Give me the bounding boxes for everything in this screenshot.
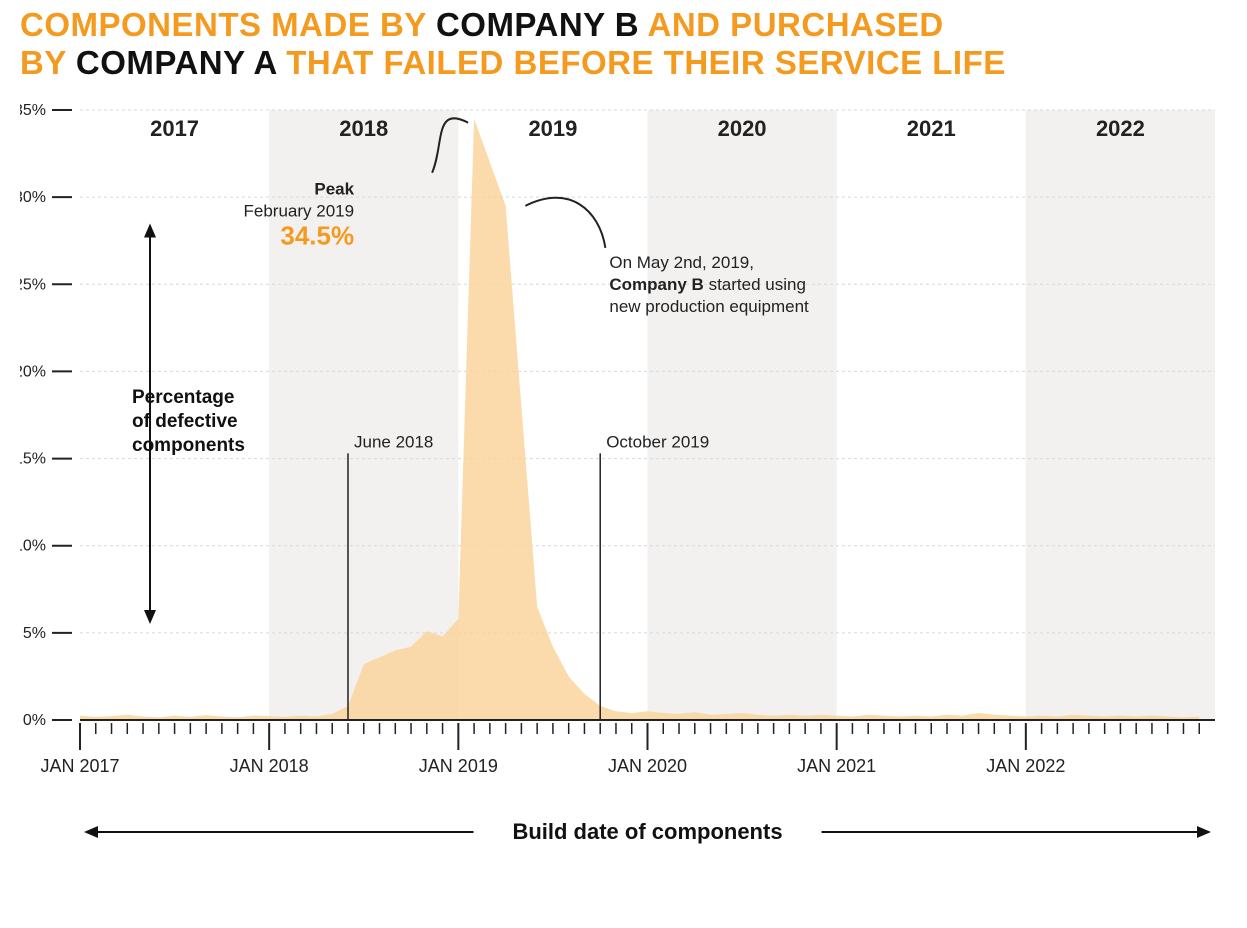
y-tick-label: 35% <box>20 102 46 119</box>
year-label: 2020 <box>718 116 767 141</box>
y-tick-label: 25% <box>20 276 46 293</box>
event-leader <box>525 198 605 248</box>
x-axis-title: Build date of components <box>512 819 782 844</box>
title-segment: COMPONENTS MADE BY <box>20 6 436 43</box>
arrow-down-icon <box>144 610 156 624</box>
y-tick-label: 0% <box>23 712 46 729</box>
x-major-label: JAN 2022 <box>986 756 1065 776</box>
event-annotation-line: new production equipment <box>609 297 809 316</box>
year-label: 2021 <box>907 116 956 141</box>
year-label: 2018 <box>339 116 388 141</box>
title-segment: AND PURCHASED <box>639 6 944 43</box>
x-major-label: JAN 2019 <box>419 756 498 776</box>
x-major-label: JAN 2017 <box>40 756 119 776</box>
year-label: 2019 <box>528 116 577 141</box>
x-major-label: JAN 2018 <box>230 756 309 776</box>
chart-container: 0% 5% 10% 15% 20% 25% 30% 35% 2017 2018 2019 2020 20… <box>20 100 1225 900</box>
area-chart: 0% 5% 10% 15% 20% 25% 30% 35% 2017 2018 2019 2020 20… <box>20 100 1225 900</box>
year-band <box>1026 110 1215 720</box>
arrow-right-icon <box>1197 826 1211 838</box>
y-tick-label: 15% <box>20 451 46 468</box>
y-axis-title: components <box>132 435 245 456</box>
y-tick-label: 30% <box>20 189 46 206</box>
y-tick-label: 5% <box>23 625 46 642</box>
year-label: 2017 <box>150 116 199 141</box>
peak-title: Peak <box>314 180 354 199</box>
peak-value: 34.5% <box>280 221 354 251</box>
y-tick-label: 20% <box>20 363 46 380</box>
event-annotation-line: On May 2nd, 2019, <box>609 253 754 272</box>
title-segment: BY <box>20 44 76 81</box>
event-annotation-line: Company B started using <box>609 275 806 294</box>
x-major-label: JAN 2021 <box>797 756 876 776</box>
title-emphasis: COMPANY A <box>76 44 277 81</box>
arrow-up-icon <box>144 223 156 237</box>
peak-subtitle: February 2019 <box>244 202 355 221</box>
y-axis-title: of defective <box>132 411 238 432</box>
year-label: 2022 <box>1096 116 1145 141</box>
range-marker-label-start: June 2018 <box>354 432 433 451</box>
y-tick-label: 10% <box>20 538 46 555</box>
range-marker-label-end: October 2019 <box>606 432 709 451</box>
y-axis-title: Percentage <box>132 387 234 408</box>
chart-title: COMPONENTS MADE BY COMPANY B AND PURCHAS… <box>0 0 1247 82</box>
title-emphasis: COMPANY B <box>436 6 639 43</box>
arrow-left-icon <box>84 826 98 838</box>
title-segment: THAT FAILED BEFORE THEIR SERVICE LIFE <box>277 44 1006 81</box>
year-band <box>648 110 837 720</box>
x-major-label: JAN 2020 <box>608 756 687 776</box>
